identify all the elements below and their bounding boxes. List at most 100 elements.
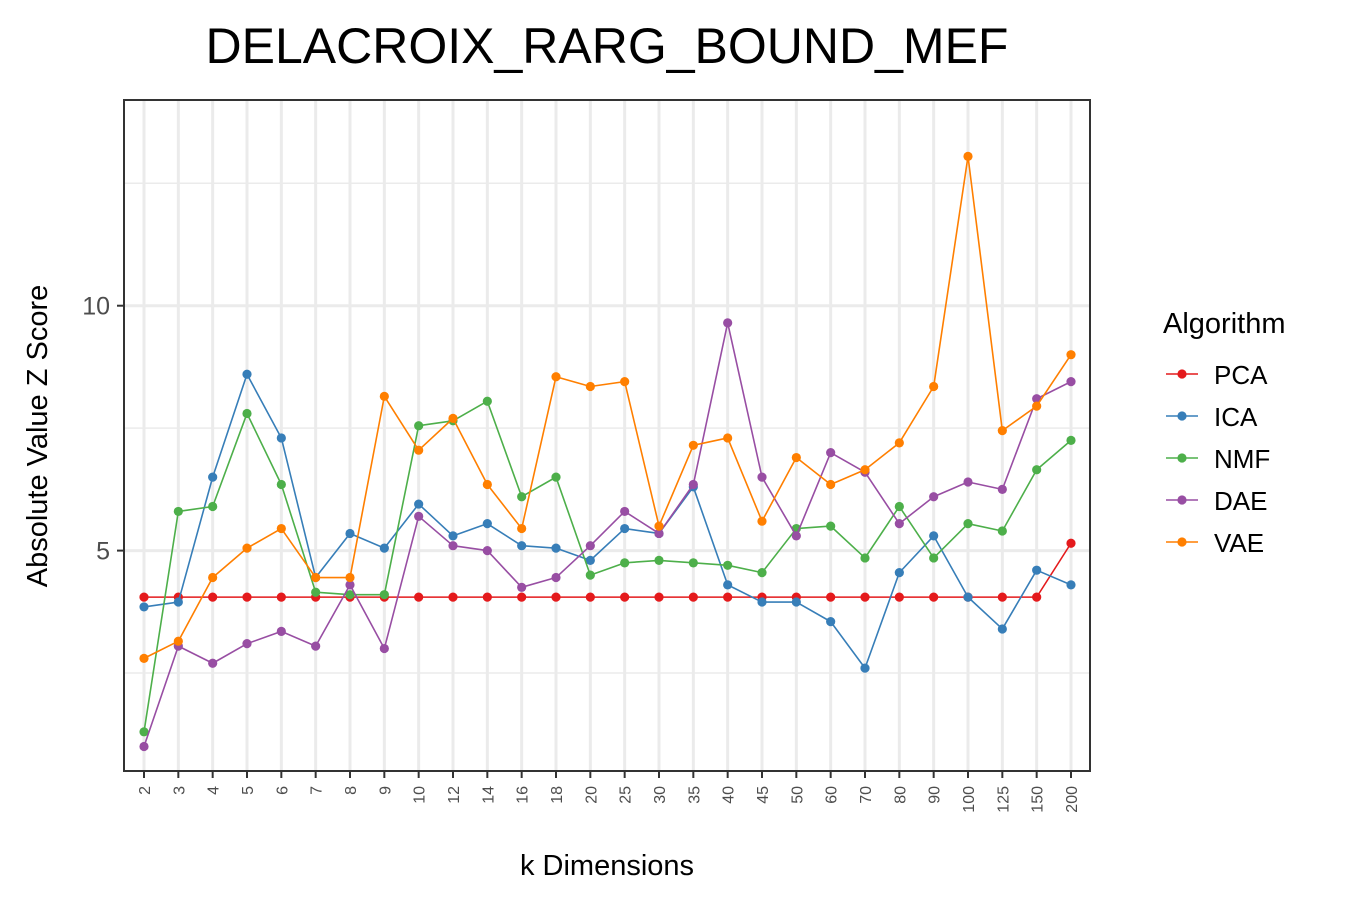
x-tick-label: 150: [1030, 786, 1047, 813]
data-point: [379, 391, 389, 401]
data-point: [173, 506, 183, 517]
data-point: [1066, 580, 1076, 590]
x-axis-title: k Dimensions: [520, 850, 694, 882]
x-tick-label: 30: [652, 786, 669, 804]
data-point: [173, 636, 183, 646]
legend-item-dae: DAE: [1166, 486, 1267, 516]
data-point: [242, 369, 252, 379]
x-tick-label: 18: [549, 786, 566, 804]
data-point: [826, 521, 836, 531]
data-point: [894, 438, 904, 448]
data-point: [757, 568, 767, 578]
y-tick-label: 10: [82, 293, 110, 321]
data-point: [173, 597, 183, 607]
data-point: [585, 541, 595, 551]
x-tick-label: 4: [206, 786, 223, 795]
data-point: [208, 501, 218, 512]
data-point: [311, 587, 321, 597]
x-tick-label: 3: [171, 786, 188, 795]
legend-label: PCA: [1214, 360, 1268, 390]
data-point: [757, 516, 767, 526]
data-point: [688, 479, 698, 490]
data-point: [791, 452, 801, 463]
x-tick-label: 200: [1064, 786, 1081, 813]
x-tick-label: 70: [858, 786, 875, 804]
data-point: [723, 433, 733, 443]
x-tick-label: 12: [446, 786, 463, 804]
data-point: [620, 506, 630, 517]
data-point: [517, 592, 527, 602]
data-point: [620, 592, 630, 602]
data-point: [345, 528, 355, 539]
data-point: [826, 617, 836, 627]
data-point: [482, 592, 492, 602]
data-point: [517, 492, 527, 502]
x-tick-label: 14: [480, 786, 497, 804]
data-point: [929, 592, 939, 602]
legend-key-point: [1177, 495, 1187, 505]
data-point: [551, 592, 561, 602]
x-tick-label: 2: [137, 786, 154, 795]
x-tick-label: 40: [721, 786, 738, 804]
x-tick-label: 10: [412, 786, 429, 804]
x-tick-label: 20: [583, 786, 600, 804]
data-point: [894, 519, 904, 529]
data-point: [345, 580, 355, 590]
legend-label: ICA: [1214, 402, 1258, 432]
data-point: [208, 472, 218, 482]
legend-item-vae: VAE: [1166, 528, 1264, 558]
data-point: [448, 413, 458, 423]
data-point: [1032, 394, 1042, 404]
data-point: [826, 479, 836, 490]
data-point: [414, 592, 424, 602]
data-point: [379, 590, 389, 600]
data-point: [1032, 401, 1042, 411]
data-point: [757, 597, 767, 607]
data-point: [997, 624, 1007, 634]
data-point: [1066, 435, 1076, 445]
data-point: [963, 477, 973, 487]
data-point: [654, 528, 664, 539]
data-point: [139, 602, 149, 612]
series-line: [143, 400, 1072, 732]
data-point: [448, 531, 458, 541]
data-point: [791, 597, 801, 607]
data-point: [276, 479, 286, 490]
data-point: [379, 543, 389, 553]
data-point: [688, 558, 698, 568]
data-point: [482, 545, 492, 556]
data-point: [551, 372, 561, 382]
data-point: [585, 592, 595, 602]
data-point: [997, 526, 1007, 536]
x-tick-label: 90: [927, 786, 944, 804]
legend-key-point: [1177, 453, 1187, 463]
data-point: [448, 592, 458, 602]
data-point: [551, 543, 561, 553]
data-point: [242, 543, 252, 553]
data-point: [139, 727, 149, 737]
series-line: [144, 542, 1072, 598]
data-point: [414, 445, 424, 455]
legend-label: DAE: [1214, 486, 1267, 516]
series-line: [143, 322, 1072, 747]
data-point: [963, 592, 973, 602]
data-point: [929, 381, 939, 392]
data-point: [276, 523, 286, 534]
data-point: [414, 499, 424, 509]
series-pca: [139, 538, 1076, 602]
data-point: [620, 558, 630, 568]
series-line: [143, 373, 1072, 669]
x-tick-label: 7: [309, 786, 326, 795]
data-point: [517, 582, 527, 592]
x-tick-label: 6: [274, 786, 291, 795]
data-point: [585, 381, 595, 392]
x-tick-label: 45: [755, 786, 772, 804]
data-point: [208, 572, 218, 583]
data-point: [276, 592, 286, 602]
data-point: [826, 448, 836, 458]
data-point: [688, 440, 698, 450]
data-point: [551, 572, 561, 583]
legend-key-point: [1177, 537, 1187, 547]
